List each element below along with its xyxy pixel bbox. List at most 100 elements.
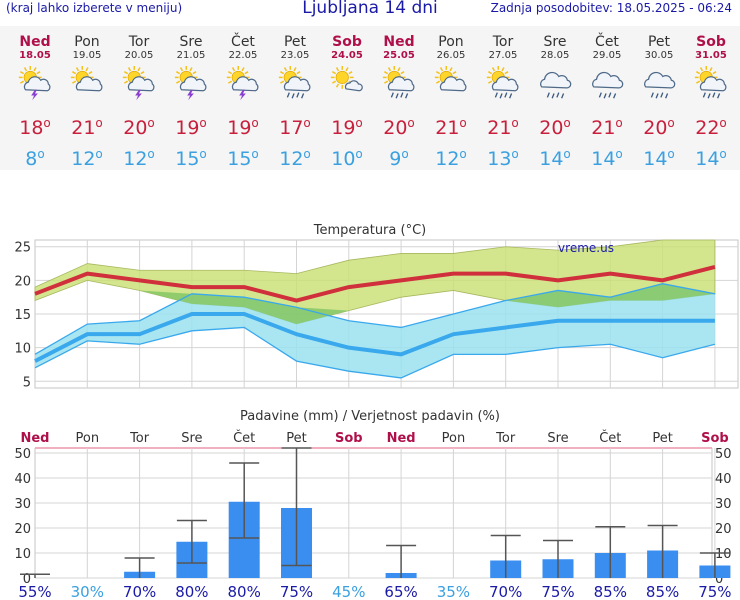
min-temperature-line bbox=[34, 312, 715, 363]
min-temperature: 9o bbox=[389, 147, 409, 170]
forecast-day: Sob 31.05 22o 14o bbox=[685, 26, 737, 170]
sun-cloud-storm-icon bbox=[174, 66, 207, 101]
degree-symbol: o bbox=[719, 147, 727, 161]
precipitation-probability: 45% bbox=[332, 583, 365, 600]
day-date: 21.05 bbox=[176, 50, 206, 61]
day-name: Čet bbox=[231, 34, 255, 50]
forecast-day: Tor 20.05 20o 12o bbox=[113, 26, 165, 170]
degree-symbol: o bbox=[95, 116, 103, 130]
max-temperature: 20o bbox=[123, 116, 155, 139]
degree-symbol: o bbox=[303, 116, 311, 130]
precipitation-day-label: Tor bbox=[129, 431, 150, 446]
min-range-upper-edge bbox=[34, 283, 716, 355]
precipitation-day-label: Tor bbox=[495, 431, 516, 446]
max-temperature: 21o bbox=[71, 116, 103, 139]
max-temperature: 19o bbox=[227, 116, 259, 139]
min-temperature-range-band bbox=[35, 283, 715, 378]
degree-symbol: o bbox=[355, 116, 363, 130]
precipitation-day-label: Pon bbox=[76, 431, 100, 446]
max-temperature: 18o bbox=[19, 116, 51, 139]
degree-symbol: o bbox=[401, 147, 409, 161]
degree-symbol: o bbox=[563, 147, 571, 161]
precipitation-probability: 75% bbox=[541, 583, 574, 600]
sun-cloud-storm-icon bbox=[122, 66, 155, 101]
precipitation-probability: 65% bbox=[384, 583, 417, 600]
precipitation-y-tick-right: 0 bbox=[715, 572, 723, 587]
degree-symbol: o bbox=[615, 147, 623, 161]
max-temperature: 20o bbox=[539, 116, 571, 139]
degree-symbol: o bbox=[511, 116, 519, 130]
precipitation-y-tick-left: 40 bbox=[14, 472, 31, 487]
max-temperature: 20o bbox=[383, 116, 415, 139]
precipitation-day-label: Sre bbox=[181, 431, 202, 446]
precipitation-y-tick-left: 30 bbox=[14, 497, 31, 512]
watermark: vreme.us bbox=[558, 241, 614, 255]
sun-cloud-rain-icon bbox=[694, 66, 727, 99]
degree-symbol: o bbox=[563, 116, 571, 130]
precipitation-probability: 30% bbox=[71, 583, 104, 600]
sun-cloud-rain-icon bbox=[382, 66, 415, 99]
day-name: Pet bbox=[647, 34, 671, 50]
last-updated: Zadnja posodobitev: 18.05.2025 - 06:24 bbox=[490, 1, 732, 15]
sun-cloud-storm-icon bbox=[226, 66, 259, 101]
day-name: Sre bbox=[543, 34, 567, 50]
day-date: 29.05 bbox=[592, 50, 622, 61]
day-date: 18.05 bbox=[19, 50, 51, 61]
sun-small-cloud-icon bbox=[330, 66, 363, 92]
day-name: Ned bbox=[19, 34, 51, 50]
degree-symbol: o bbox=[251, 147, 259, 161]
min-temperature: 12o bbox=[435, 147, 467, 170]
day-name: Sob bbox=[696, 34, 726, 50]
precipitation-day-label: Sob bbox=[701, 431, 729, 446]
degree-symbol: o bbox=[511, 147, 519, 161]
day-name: Ned bbox=[383, 34, 415, 50]
degree-symbol: o bbox=[251, 116, 259, 130]
degree-symbol: o bbox=[303, 147, 311, 161]
min-temperature: 12o bbox=[123, 147, 155, 170]
precipitation-day-label: Čet bbox=[599, 430, 621, 446]
precipitation-y-tick-right: 50 bbox=[715, 447, 732, 462]
day-date: 28.05 bbox=[540, 50, 570, 61]
day-name: Čet bbox=[595, 34, 619, 50]
day-date: 27.05 bbox=[488, 50, 518, 61]
precipitation-y-tick-left: 20 bbox=[14, 522, 31, 537]
max-temperature: 21o bbox=[591, 116, 623, 139]
precipitation-day-label: Sob bbox=[335, 431, 363, 446]
precipitation-day-label: Čet bbox=[233, 430, 255, 446]
temperature-y-tick: 5 bbox=[23, 375, 31, 390]
forecast-day: Sob 24.05 19o 10o bbox=[321, 26, 373, 170]
degree-symbol: o bbox=[199, 116, 207, 130]
max-temperature: 21o bbox=[435, 116, 467, 139]
precipitation-probability: 85% bbox=[646, 583, 679, 600]
precipitation-chart-title: Padavine (mm) / Verjetnost padavin (%) bbox=[240, 409, 500, 424]
day-date: 30.05 bbox=[644, 50, 674, 61]
degree-symbol: o bbox=[719, 116, 727, 130]
degree-symbol: o bbox=[615, 116, 623, 130]
forecast-day: Čet 29.05 21o 14o bbox=[581, 26, 633, 170]
precipitation-probability: 70% bbox=[489, 583, 522, 600]
forecast-day: Tor 27.05 21o 13o bbox=[477, 26, 529, 170]
temperature-chart: 5 10 15 20 25 Temperatura (°C) vreme.us bbox=[14, 223, 739, 390]
sun-cloud-icon bbox=[70, 66, 103, 92]
degree-symbol: o bbox=[147, 147, 155, 161]
min-temperature: 14o bbox=[591, 147, 623, 170]
forecast-day: Sre 21.05 19o 15o bbox=[165, 26, 217, 170]
precipitation-y-tick-right: 20 bbox=[715, 522, 732, 537]
sun-cloud-storm-icon bbox=[18, 66, 51, 101]
degree-symbol: o bbox=[667, 116, 675, 130]
precipitation-y-tick-right: 30 bbox=[715, 497, 732, 512]
day-date: 20.05 bbox=[124, 50, 154, 61]
precipitation-probability: 75% bbox=[280, 583, 313, 600]
forecast-day: Ned 18.05 18o 8o bbox=[9, 26, 61, 170]
day-date: 23.05 bbox=[280, 50, 310, 61]
degree-symbol: o bbox=[407, 116, 415, 130]
temperature-band-overlap bbox=[35, 280, 715, 325]
forecast-day: Čet 22.05 19o 15o bbox=[217, 26, 269, 170]
precipitation-probability: 80% bbox=[228, 583, 261, 600]
day-name: Tor bbox=[492, 34, 514, 50]
precipitation-chart: Padavine (mm) / Verjetnost padavin (%) Ne… bbox=[14, 409, 732, 600]
sun-cloud-rain-icon bbox=[278, 66, 311, 99]
degree-symbol: o bbox=[199, 147, 207, 161]
max-temperature: 22o bbox=[695, 116, 727, 139]
precipitation-day-label: Pet bbox=[286, 431, 306, 446]
